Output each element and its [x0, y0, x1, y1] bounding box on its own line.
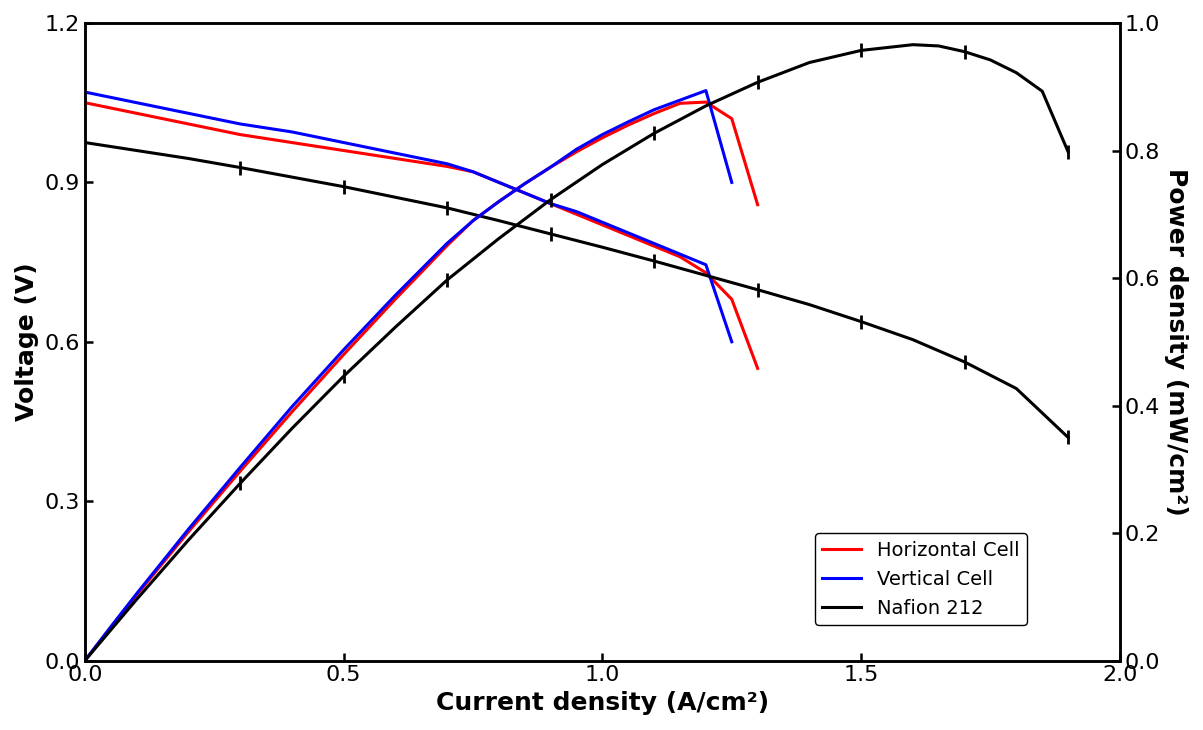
X-axis label: Current density (A/cm²): Current density (A/cm²) [435, 691, 769, 715]
Legend: Horizontal Cell, Vertical Cell, Nafion 212: Horizontal Cell, Vertical Cell, Nafion 2… [814, 534, 1027, 626]
Y-axis label: Voltage (V): Voltage (V) [14, 263, 38, 421]
Y-axis label: Power density (mW/cm²): Power density (mW/cm²) [1165, 168, 1189, 515]
